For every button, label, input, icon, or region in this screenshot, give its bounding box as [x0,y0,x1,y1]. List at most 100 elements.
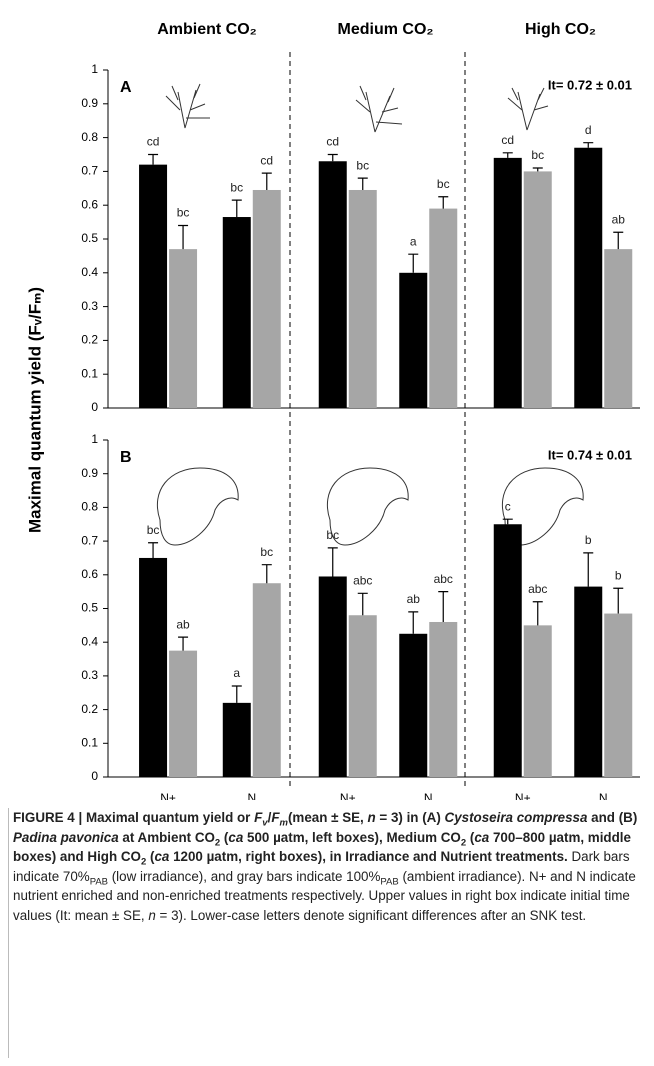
significance-letter: ab [612,212,626,226]
caption-run: (ambient irradiance). N+ and N indicate … [13,868,636,923]
bar [222,702,251,777]
y-tick-label: 0 [91,400,98,414]
significance-letter: bc [177,206,190,220]
bar [493,524,522,777]
bar [493,157,522,408]
group-label: Ambient CO₂ [157,21,257,38]
annotation: It= 0.74 ± 0.01 [548,447,632,462]
caption-run: / [267,810,272,825]
significance-letter: a [233,666,240,680]
error-bar [178,224,189,250]
error-bar [532,167,543,172]
bar [574,586,603,777]
y-tick-label: 0.5 [81,601,98,615]
y-tick-label: 0.5 [81,231,98,245]
bar [139,557,168,777]
y-tick-label: 0.3 [81,299,98,313]
annotation: It= 0.72 ± 0.01 [548,77,632,92]
significance-letter: bc [531,148,544,162]
significance-letter: bc [356,158,369,172]
error-bar [583,142,594,148]
bar [523,171,552,408]
significance-letter: cd [260,153,273,167]
error-bar [583,552,594,587]
y-tick-label: 0.1 [81,366,98,380]
x-tick-label: N [247,791,256,800]
y-tick-label: 1 [91,62,98,76]
figure: 0 0.1 0.2 0.3 0.4 0.5 0.6 0.7 0.8 0.9 1 A It= 0.72 ±… [25,21,640,805]
error-bar [148,153,159,165]
y-tick-label: 0.2 [81,702,98,716]
error-bar [327,547,338,577]
bar [574,147,603,409]
error-bar [613,587,624,614]
significance-letter: abc [353,574,372,588]
significance-letter: a [410,234,417,248]
group-label: High CO₂ [525,21,596,38]
error-bar [502,518,513,525]
significance-letter: ab [407,592,421,606]
panel-label: A [120,79,132,96]
caption-run: ca [154,849,170,864]
caption-run: ( [466,829,475,845]
bar [139,164,168,408]
error-bar [357,177,368,190]
caption-run: PAB [380,876,399,888]
bar [429,621,458,777]
caption-run: 2 [460,837,467,849]
y-tick-label: 0.6 [81,567,98,581]
y-tick-label: 0.4 [81,265,98,279]
error-bar [261,564,272,584]
significance-letter: d [585,123,592,137]
caption-run: (low irradiance), and gray bars indicate… [108,868,381,884]
bar [252,583,281,777]
error-bar [438,196,449,209]
caption-run: Cystoseira compressa [444,810,588,825]
x-tick-label: N+ [515,791,531,800]
significance-letter: c [505,499,511,513]
caption-run: 700–800 µatm, middle boxes) and High CO [13,829,631,865]
bar [604,613,633,777]
x-tick-label: N+ [340,791,356,800]
significance-letter: bc [326,528,339,542]
caption-run: n [148,907,156,923]
significance-letter: bc [147,523,160,537]
y-tick-label: 0.2 [81,333,98,347]
bar [399,272,428,408]
error-bar [408,611,419,634]
caption-run: 2 [140,856,147,868]
error-bar [148,542,159,558]
caption-run: PAB [89,876,108,888]
y-tick-label: 0.7 [81,533,98,547]
significance-letter: cd [501,133,514,147]
error-bar [178,636,189,651]
bar [318,161,347,408]
significance-letter: cd [326,135,339,149]
significance-letter: bc [437,177,450,191]
significance-letter: b [585,533,592,547]
bar [222,217,251,408]
caption-run: = 3). Lower-case letters denote signific… [155,907,587,923]
y-tick-label: 0.7 [81,164,98,178]
significance-letter: ab [176,617,190,631]
caption-run: n [367,810,376,825]
bar [523,625,552,777]
caption-run: Dark bars indicate 70% [13,849,630,884]
caption-run: (mean ± SE, [287,810,368,825]
error-bar [231,685,242,703]
y-tick-label: 1 [91,432,98,446]
significance-letter: bc [260,545,273,559]
y-tick-label: 0.9 [81,466,98,480]
panel-label: B [120,449,132,466]
caption-run: ( [146,849,155,864]
error-bar [357,592,368,616]
caption-run: m [279,817,288,829]
caption-run: 2 [214,837,221,849]
caption-run: ca [228,829,244,845]
error-bar [438,591,449,622]
significance-letter: cd [147,135,160,149]
caption-run: FIGURE 4 | Maximal quantum yield or [13,810,255,825]
significance-letter: b [615,568,622,582]
significance-letter: bc [230,180,243,194]
x-tick-label: N+ [160,791,176,800]
